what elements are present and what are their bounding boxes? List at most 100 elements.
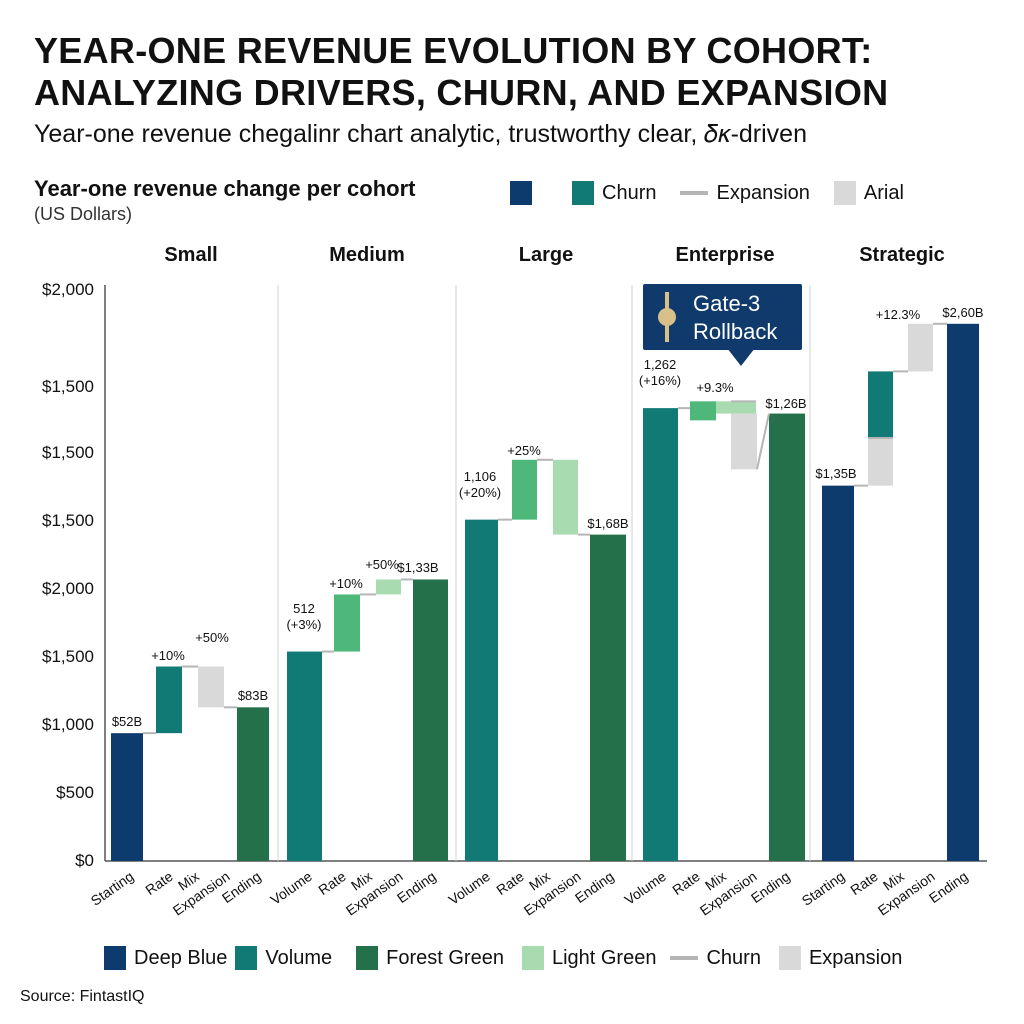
pin-icon (658, 292, 676, 342)
legend-swatch (235, 946, 258, 970)
legend-swatch (833, 181, 856, 205)
legend-swatch (104, 946, 126, 970)
data-label: $1,26B (765, 396, 807, 411)
data-label: $1,33B (397, 560, 439, 575)
bar-starting (111, 733, 143, 861)
legend-item: Churn (572, 181, 656, 205)
legend-item: Expansion (778, 946, 903, 970)
data-label: +10% (151, 648, 185, 663)
data-label: $52B (111, 714, 143, 729)
data-label: +50% (365, 557, 399, 572)
title-line-1: YEAR-ONE REVENUE EVOLUTION BY COHORT: (34, 30, 873, 71)
legend-label: Volume (265, 946, 333, 969)
title-line-2: ANALYZING DRIVERS, CHURN, AND EXPANSION (34, 72, 889, 113)
top-legend: Churn Expansion Arial (510, 181, 904, 205)
panel-title-strategic: Strategic (859, 244, 945, 266)
y-tick-label: $1,500 (42, 511, 94, 530)
bar-rate (690, 401, 716, 421)
y-tick-label: $0 (75, 851, 94, 870)
legend-label: Deep Blue (134, 946, 228, 969)
y-tick-label: $1,000 (42, 715, 94, 734)
y-tick-label: $1,500 (42, 647, 94, 666)
data-label: $1,35B (815, 466, 857, 481)
legend-item: Light Green (521, 946, 657, 970)
legend-item (510, 181, 532, 205)
chart-unit: (US Dollars) (34, 204, 133, 224)
bottom-legend: Deep Blue Volume Forest Green Light Green Ch… (104, 946, 902, 970)
bar-ending (413, 579, 448, 861)
y-tick-label: $500 (56, 783, 94, 802)
bar-ending (590, 534, 626, 861)
bar-rate (868, 438, 893, 486)
bar-starting (822, 485, 854, 861)
panel-title-large: Large (518, 244, 574, 266)
bar-expansion (731, 413, 757, 470)
y-tick-label: $2,000 (42, 280, 94, 299)
legend-item: Forest Green (356, 946, 504, 970)
legend-label: Arial (863, 181, 904, 204)
bar-volume (287, 651, 322, 861)
bar-ending (947, 323, 979, 861)
y-tick-label: $2,000 (42, 579, 94, 598)
legend-item: Deep Blue (104, 946, 227, 970)
chart-title: Year-one revenue change per cohort (34, 176, 416, 201)
data-label: +12.3% (875, 307, 921, 322)
legend-label: Churn (602, 181, 657, 204)
legend-swatch (356, 946, 379, 970)
bar-mix (908, 323, 933, 372)
bar-volume (643, 408, 678, 861)
data-label: 512 (+3%) (286, 601, 322, 632)
bar-rate (868, 371, 893, 439)
data-label: $1,68B (587, 516, 629, 531)
panel-title-medium: Medium (329, 244, 405, 266)
data-label: $83B (237, 688, 269, 703)
bar-rate (334, 594, 360, 652)
bar-mix (553, 459, 578, 535)
bar-ending (237, 707, 269, 861)
data-label: +25% (507, 443, 541, 458)
annotation-line-2: Rollback (693, 319, 778, 344)
legend-label: Churn (706, 946, 761, 969)
connector-line (756, 413, 770, 470)
legend-swatch (521, 946, 544, 970)
subtitle: Year-one revenue chegalinr chart analyti… (34, 120, 807, 148)
legend-label: Forest Green (386, 946, 504, 969)
legend-swatch (670, 956, 699, 960)
legend-item: Volume (235, 946, 332, 970)
data-label: +50% (195, 630, 229, 645)
legend-label: Light Green (551, 946, 657, 969)
data-label: +10% (329, 576, 363, 591)
panel-title-enterprise: Enterprise (675, 244, 775, 266)
annotation-callout: Gate-3 Rollback (643, 284, 802, 366)
data-label-change: (+16%) (638, 373, 682, 388)
legend-swatch (680, 191, 709, 195)
annotation-line-1: Gate-3 (693, 291, 761, 316)
data-label-change: (+20%) (458, 485, 502, 500)
callout-pointer (727, 348, 755, 366)
data-label: $2,60B (942, 305, 984, 320)
data-label: +9.3% (696, 380, 734, 395)
data-label: 1,262 (+16%) (638, 357, 682, 388)
y-tick-label: $1,500 (42, 443, 94, 462)
bar-rate (512, 459, 537, 520)
legend-swatch (510, 181, 532, 205)
bar-ending (769, 413, 805, 861)
bar-mix (198, 666, 224, 708)
y-tick-label: $1,500 (42, 377, 94, 396)
legend-label: Expansion (716, 181, 810, 204)
legend-item: Churn (670, 946, 761, 970)
data-label-change: (+3%) (286, 617, 322, 632)
legend-swatch (778, 946, 801, 970)
bar-rate (156, 666, 182, 734)
source-note: Source: FintastIQ (20, 988, 145, 1005)
data-label: 1,106 (+20%) (458, 469, 502, 500)
legend-item: Expansion (680, 181, 810, 205)
legend-swatch (572, 181, 594, 205)
legend-item: Arial (833, 181, 904, 205)
legend-label: Expansion (808, 946, 903, 969)
bar-mix (716, 401, 756, 414)
main-title: YEAR-ONE REVENUE EVOLUTION BY COHORT: AN… (34, 30, 888, 114)
panel-title-small: Small (164, 244, 218, 266)
